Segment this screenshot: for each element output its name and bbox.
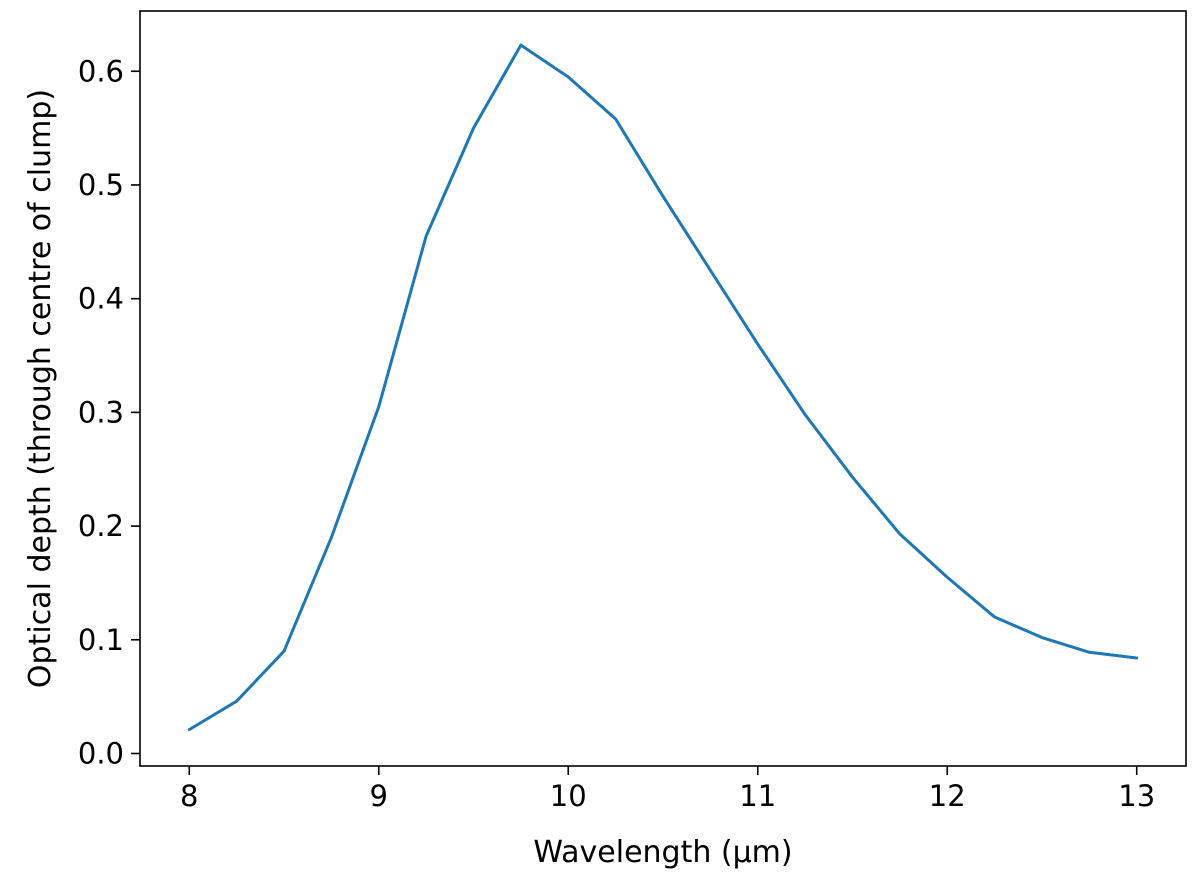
x-axis-label: Wavelength (μm) xyxy=(533,835,792,870)
x-tick-label: 13 xyxy=(1118,779,1155,813)
x-tick-label: 10 xyxy=(550,779,587,813)
x-tick-label: 12 xyxy=(929,779,966,813)
y-tick-label: 0.2 xyxy=(78,509,124,543)
y-tick-label: 0.6 xyxy=(78,54,124,88)
x-tick-label: 8 xyxy=(180,779,198,813)
y-axis-label: Optical depth (through centre of clump) xyxy=(23,89,58,688)
x-tick-label: 11 xyxy=(739,779,776,813)
y-tick-label: 0.0 xyxy=(78,736,124,770)
x-tick-label: 9 xyxy=(370,779,388,813)
y-tick-label: 0.4 xyxy=(78,282,124,316)
y-tick-label: 0.3 xyxy=(78,395,124,429)
y-tick-label: 0.1 xyxy=(78,623,124,657)
plot-frame xyxy=(139,10,1187,767)
series-line xyxy=(187,43,1139,732)
y-tick-label: 0.5 xyxy=(78,168,124,202)
